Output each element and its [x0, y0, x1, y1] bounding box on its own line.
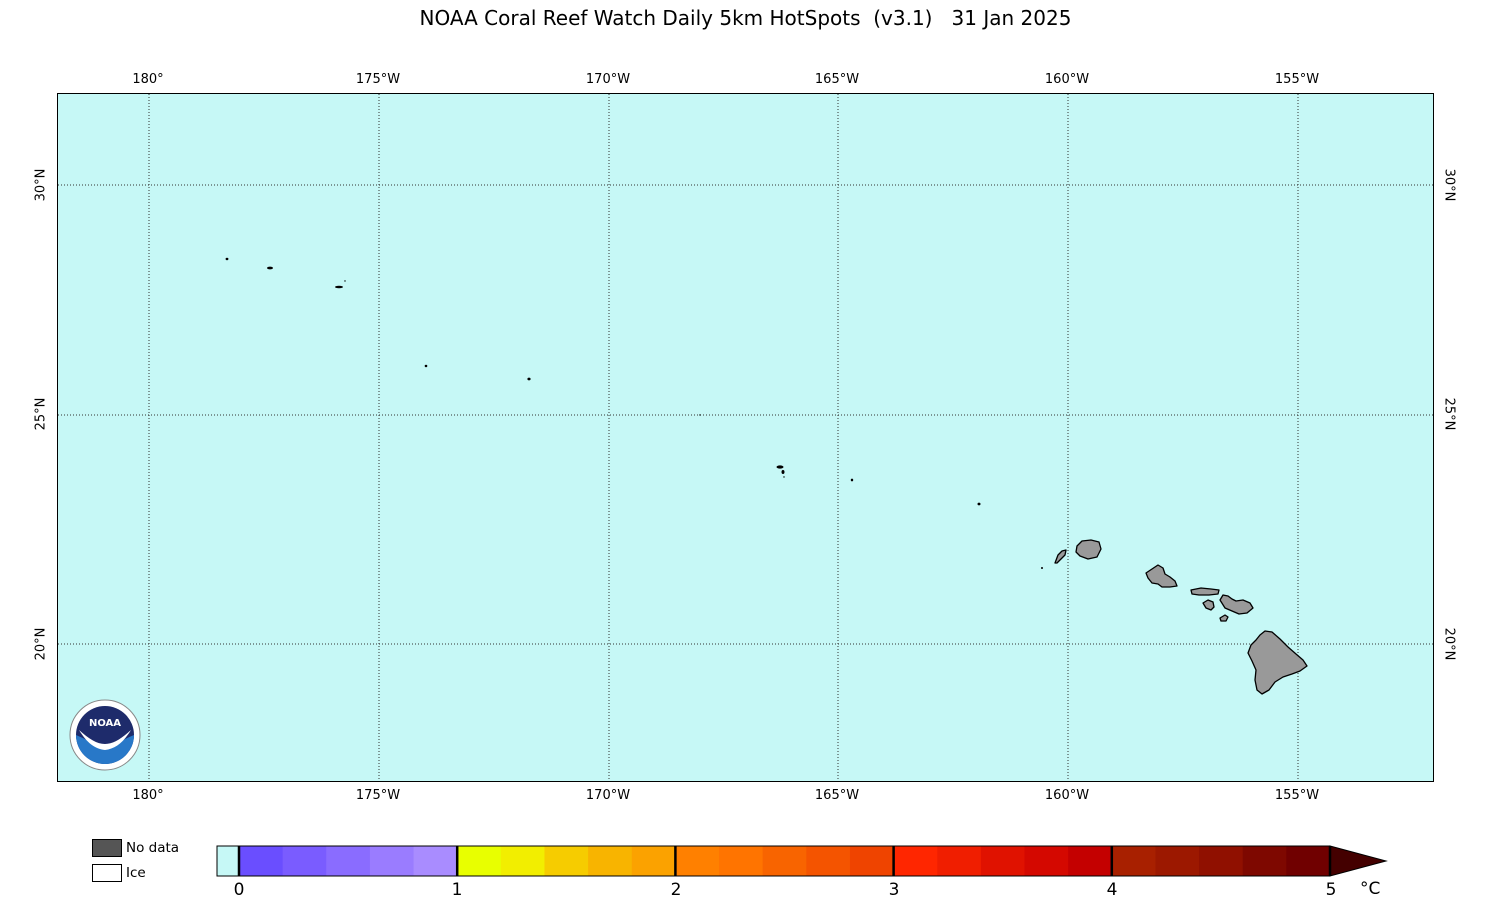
colorbar-segment — [893, 846, 938, 876]
colorbar-segment — [719, 846, 764, 876]
island-niihau — [1054, 549, 1067, 564]
map-panel[interactable] — [57, 93, 1434, 782]
colorbar-segment — [1242, 846, 1287, 876]
lon-label-top: 165°W — [814, 72, 860, 87]
colorbar-segment — [1111, 846, 1156, 876]
colorbar-segment — [1286, 846, 1331, 876]
island-pearl-hermes-islet — [344, 280, 346, 282]
colorbar-segment — [239, 846, 284, 876]
colorbar-tick: 1 — [451, 880, 463, 900]
colorbar-unit-label: °C — [1360, 879, 1381, 899]
lon-label-bottom: 180° — [132, 788, 164, 803]
lat-label-right: 30°N — [1441, 168, 1457, 202]
graticule — [58, 94, 1433, 781]
colorbar-segment — [413, 846, 458, 876]
noaa-logo-text: NOAA — [89, 718, 121, 729]
page-title: NOAA Coral Reef Watch Daily 5km HotSpots… — [419, 6, 1072, 30]
island-lanai — [1202, 599, 1215, 611]
island-french-frigate — [776, 465, 784, 469]
island-kahoolawe — [1219, 614, 1229, 622]
ice-label: Ice — [126, 865, 146, 881]
colorbar-tick: 3 — [888, 880, 900, 900]
island-lisianski — [424, 364, 428, 368]
lon-label-top: 160°W — [1044, 72, 1090, 87]
island-laysan — [527, 377, 531, 381]
colorbar-segment — [980, 846, 1026, 876]
ice-swatch — [92, 864, 122, 882]
island-maro-reef — [699, 414, 701, 416]
colorbar-segment — [369, 846, 415, 876]
island-french-frigate-2 — [781, 470, 785, 474]
colorbar-segment — [588, 846, 633, 876]
lon-label-bottom: 165°W — [814, 788, 860, 803]
colorbar-segment — [631, 846, 676, 876]
island-french-frigate-3 — [783, 476, 785, 478]
lon-label-bottom: 155°W — [1274, 788, 1320, 803]
colorbar-segment — [500, 846, 545, 876]
island-nihoa — [977, 502, 981, 506]
no-data-label: No data — [126, 840, 180, 856]
lat-label-left: 30°N — [33, 168, 49, 202]
lon-label-bottom: 175°W — [355, 788, 401, 803]
island-maui — [1219, 594, 1254, 615]
island-hawaii — [1247, 630, 1308, 695]
colorbar-below-zero — [217, 846, 239, 876]
island-kauai — [1075, 539, 1102, 560]
colorbar-tick: 5 — [1325, 880, 1337, 900]
island-pearl-hermes — [335, 285, 343, 289]
island-kaula — [1041, 567, 1043, 569]
colorbar-tick: 0 — [233, 880, 245, 900]
lon-label-bottom: 160°W — [1044, 788, 1090, 803]
hotspot-colorbar — [216, 845, 1388, 877]
lat-label-right: 20°N — [1441, 627, 1457, 661]
colorbar-segment — [1068, 846, 1113, 876]
lon-label-top: 175°W — [355, 72, 401, 87]
noaa-logo-icon: NOAA — [69, 699, 141, 771]
lon-label-top: 155°W — [1274, 72, 1320, 87]
colorbar-segment — [544, 846, 589, 876]
island-oahu — [1145, 564, 1178, 588]
lon-label-top: 170°W — [585, 72, 631, 87]
colorbar-segment — [326, 846, 371, 876]
main-hawaiian-islands — [1054, 539, 1308, 695]
colorbar-segment — [1155, 846, 1200, 876]
colorbar-segment — [1024, 846, 1069, 876]
colorbar-segment — [806, 846, 851, 876]
map-canvas — [58, 94, 1433, 781]
colorbar-segment — [457, 846, 502, 876]
lat-label-right: 25°N — [1441, 397, 1457, 431]
colorbar-segment — [282, 846, 327, 876]
colorbar-extend-triangle — [1329, 845, 1388, 877]
colorbar-segment — [937, 846, 982, 876]
island-molokai — [1190, 587, 1220, 596]
colorbar-segment — [849, 846, 895, 876]
lat-label-left: 25°N — [33, 397, 49, 431]
northwestern-islands — [225, 257, 1043, 569]
island-kure — [225, 257, 229, 261]
lon-label-top: 180° — [132, 72, 164, 87]
colorbar-tick: 2 — [670, 880, 682, 900]
colorbar-segment — [675, 846, 720, 876]
no-data-swatch — [92, 839, 122, 857]
colorbar-tick: 4 — [1106, 880, 1118, 900]
island-midway — [267, 266, 273, 270]
lon-label-bottom: 170°W — [585, 788, 631, 803]
island-necker — [850, 478, 854, 482]
lat-label-left: 20°N — [33, 627, 49, 661]
colorbar-segment — [1199, 846, 1244, 876]
colorbar-segment — [762, 846, 807, 876]
